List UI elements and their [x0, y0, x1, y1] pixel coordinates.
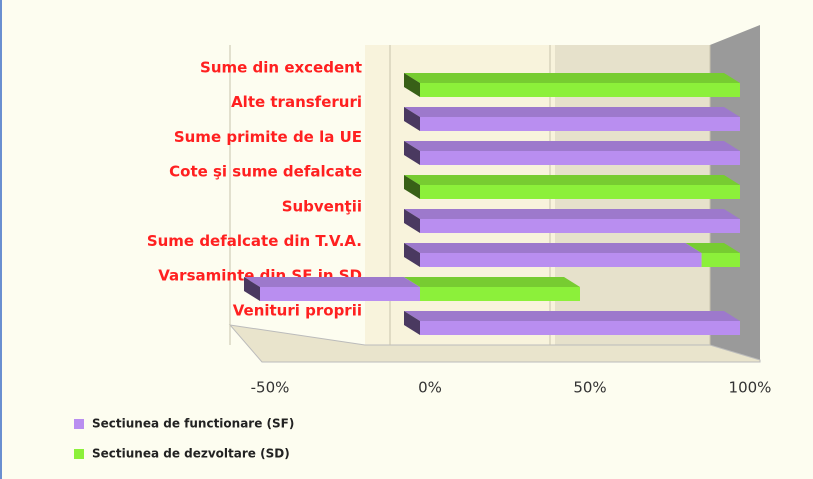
x-tick-label: 100%: [729, 379, 772, 397]
x-tick-label: -50%: [251, 379, 290, 397]
bar: [420, 185, 740, 199]
bar: [420, 83, 740, 97]
bar: [420, 287, 580, 301]
bar: [420, 321, 740, 335]
bar-top: [404, 107, 740, 117]
category-label: Sume primite de la UE: [174, 128, 362, 146]
bar-top: [404, 73, 740, 83]
bar-top: [404, 175, 740, 185]
bar-end: [244, 277, 260, 301]
bar-end: [404, 209, 420, 233]
category-label: Subvenţii: [282, 197, 362, 215]
bar: [260, 287, 420, 301]
x-tick-label: 50%: [573, 379, 606, 397]
bar: [701, 253, 740, 267]
bar: [420, 253, 702, 267]
bar: [420, 117, 740, 131]
bar-end: [404, 73, 420, 97]
category-label: Cote şi sume defalcate: [169, 163, 362, 181]
bar-top: [404, 209, 740, 219]
bar-top: [404, 311, 740, 321]
floor: [228, 324, 761, 363]
legend-swatch: [74, 419, 84, 429]
bar-end: [404, 311, 420, 335]
bar-top: [244, 277, 420, 287]
bar-top: [404, 141, 740, 151]
bar-top: [404, 277, 580, 287]
legend-label: Sectiunea de functionare (SF): [92, 417, 294, 431]
category-label: Venituri proprii: [233, 301, 362, 319]
bar: [420, 219, 740, 233]
bar-end: [404, 107, 420, 131]
category-label: Sume din excedent: [200, 59, 362, 77]
bar: [420, 151, 740, 165]
category-label: Sume defalcate din T.V.A.: [147, 232, 362, 250]
legend-swatch: [74, 449, 84, 459]
bar-end: [404, 141, 420, 165]
category-label: Alte transferuri: [231, 93, 362, 111]
bar-top: [404, 243, 702, 253]
x-tick-label: 0%: [418, 379, 442, 397]
bar-end: [404, 243, 420, 267]
legend-label: Sectiunea de dezvoltare (SD): [92, 447, 290, 461]
bar-top: [685, 243, 740, 253]
bar-end: [404, 175, 420, 199]
